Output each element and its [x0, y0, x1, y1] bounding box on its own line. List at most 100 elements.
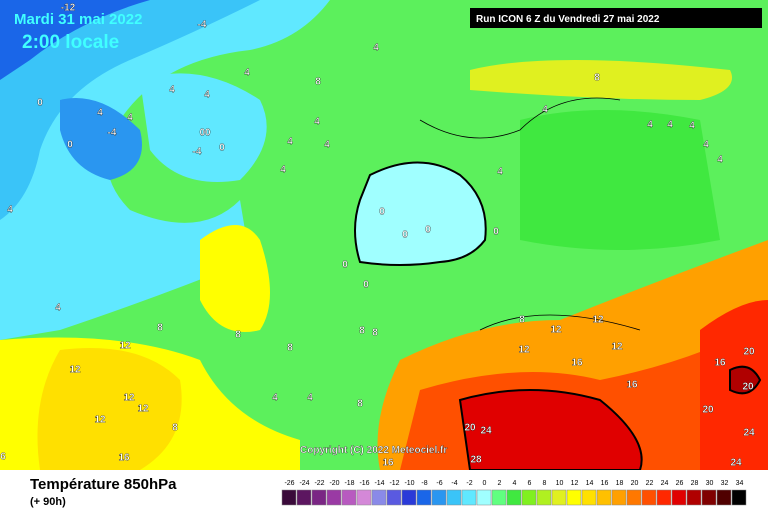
- contour-label: 16: [382, 458, 394, 469]
- color-box: [581, 489, 597, 506]
- contour-label: 4: [97, 108, 103, 119]
- legend-title: Température 850hPa: [30, 476, 177, 493]
- contour-label: 12: [592, 315, 604, 326]
- contour-label: 4: [307, 393, 313, 404]
- color-box: [446, 489, 462, 506]
- color-box: [596, 489, 612, 506]
- contour-label: 0: [342, 260, 348, 271]
- color-box: [371, 489, 387, 506]
- color-box: [356, 489, 372, 506]
- contour-label: 20: [742, 382, 754, 393]
- contour-label: 0: [37, 98, 43, 109]
- colorbar-label: -10: [404, 480, 414, 487]
- colorbar-label: -8: [421, 480, 427, 487]
- color-box: [566, 489, 582, 506]
- color-box: [281, 489, 297, 506]
- contour-label: 8: [357, 399, 363, 410]
- contour-label: 4: [703, 140, 709, 151]
- contour-label: 12: [119, 341, 131, 352]
- color-box: [641, 489, 657, 506]
- color-box: [701, 489, 717, 506]
- contour-label: -4: [193, 147, 202, 158]
- time: 2:00 locale: [22, 32, 119, 53]
- colorbar-label: 14: [586, 480, 594, 487]
- contour-label: 4: [314, 117, 320, 128]
- colorbar-label: -26: [284, 480, 294, 487]
- contour-label: 8: [172, 423, 178, 434]
- contour-label: 4: [667, 120, 673, 131]
- contour-label: 4: [244, 68, 250, 79]
- contour-label: 4: [287, 137, 293, 148]
- contour-label: 24: [743, 428, 755, 439]
- colorbar-label: 10: [556, 480, 564, 487]
- colorbar: -26 -24 -22 -20 -18 -16 -14 -12 -10 -8 -6 -4 -2 0 2 4 6 8…: [281, 480, 747, 506]
- date: Mardi 31 mai 2022: [14, 11, 142, 28]
- contour-label: 6: [0, 452, 6, 463]
- contour-label: 4: [689, 121, 695, 132]
- contour-label: 24: [730, 458, 742, 469]
- contour-label: 4: [272, 393, 278, 404]
- contour-label: 0: [219, 143, 225, 154]
- colorbar-label: 16: [601, 480, 609, 487]
- color-box: [416, 489, 432, 506]
- colorbar-label: -24: [299, 480, 309, 487]
- contour-label: 4: [717, 155, 723, 166]
- color-box: [431, 489, 447, 506]
- color-box: [611, 489, 627, 506]
- colorbar-label: -20: [329, 480, 339, 487]
- color-box: [731, 489, 747, 506]
- contour-label: 4: [497, 167, 503, 178]
- contour-label: 4: [169, 85, 175, 96]
- colorbar-label: 26: [676, 480, 684, 487]
- contour-label: -12: [61, 3, 76, 14]
- map-background: [0, 0, 768, 471]
- colorbar-label: -2: [466, 480, 472, 487]
- contour-label: 8: [157, 323, 163, 334]
- colorbar-label: 6: [528, 480, 532, 487]
- contour-label: 12: [69, 365, 81, 376]
- colorbar-label: 20: [631, 480, 639, 487]
- color-box: [716, 489, 732, 506]
- run-info: Run ICON 6 Z du Vendredi 27 mai 2022: [476, 14, 660, 25]
- color-box: [476, 489, 492, 506]
- colorbar-label: 24: [661, 480, 669, 487]
- color-box: [461, 489, 477, 506]
- contour-label: 16: [571, 358, 583, 369]
- color-box: [341, 489, 357, 506]
- colorbar-label: 18: [616, 480, 624, 487]
- color-box: [671, 489, 687, 506]
- color-box: [491, 489, 507, 506]
- colorbar-label: 22: [646, 480, 654, 487]
- contour-label: 0: [402, 230, 408, 241]
- color-box: [386, 489, 402, 506]
- colorbar-label: -12: [389, 480, 399, 487]
- colorbar-label: 30: [706, 480, 714, 487]
- color-box: [296, 489, 312, 506]
- color-box: [326, 489, 342, 506]
- contour-label: 4: [7, 205, 13, 216]
- contour-label: 4: [280, 165, 286, 176]
- colorbar-label: -6: [436, 480, 442, 487]
- colorbar-label: 12: [571, 480, 579, 487]
- colorbar-label: 8: [543, 480, 547, 487]
- color-box: [506, 489, 522, 506]
- contour-label: -4: [108, 128, 117, 139]
- contour-label: 4: [55, 303, 61, 314]
- color-box: [656, 489, 672, 506]
- contour-label: 0: [493, 227, 499, 238]
- contour-label: 4: [647, 120, 653, 131]
- colorbar-label: 0: [483, 480, 487, 487]
- contour-label: 0: [67, 140, 73, 151]
- contour-label: 20: [743, 347, 755, 358]
- color-box: [536, 489, 552, 506]
- contour-label: 8: [372, 328, 378, 339]
- contour-label: 20: [464, 423, 476, 434]
- contour-label: 16: [626, 380, 638, 391]
- contour-label: 12: [123, 393, 135, 404]
- contour-label: 8: [359, 326, 365, 337]
- contour-label: 4: [373, 43, 379, 54]
- colorbar-label: -16: [359, 480, 369, 487]
- contour-label: 4: [324, 140, 330, 151]
